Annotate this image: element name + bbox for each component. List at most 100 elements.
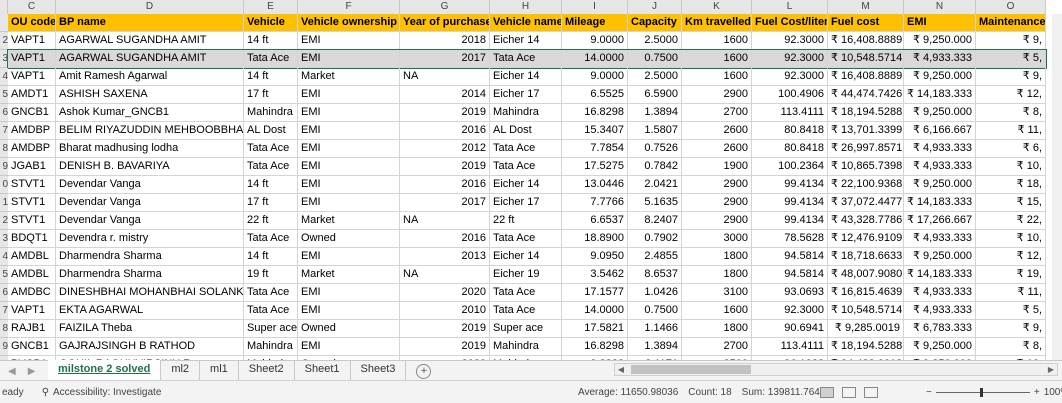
table-cell[interactable]: 6.6537 — [562, 212, 628, 230]
column-header-cell[interactable]: Maintenance — [976, 14, 1046, 32]
table-cell[interactable]: Market — [298, 212, 400, 230]
table-cell[interactable]: Market — [298, 266, 400, 284]
table-cell[interactable]: 100.4906 — [752, 86, 828, 104]
column-header-cell[interactable]: Mileage — [562, 14, 628, 32]
table-cell[interactable]: 99.4134 — [752, 176, 828, 194]
table-cell[interactable]: Eicher 14 — [490, 32, 562, 50]
table-cell[interactable]: 22 ft — [490, 212, 562, 230]
table-cell[interactable]: ₹ 16,408.8889 — [828, 68, 904, 86]
table-cell[interactable]: 13.0446 — [562, 176, 628, 194]
table-cell[interactable]: 17 ft — [244, 194, 298, 212]
table-cell[interactable]: ₹ 18,194.5288 — [828, 104, 904, 122]
table-cell[interactable]: ₹ 13,701.3399 — [828, 122, 904, 140]
table-cell[interactable]: EMI — [298, 302, 400, 320]
zoom-level[interactable]: 100% — [1043, 386, 1062, 398]
table-cell[interactable]: STVT1 — [8, 194, 56, 212]
table-cell[interactable]: 9.0950 — [562, 248, 628, 266]
table-cell[interactable]: EMI — [298, 122, 400, 140]
table-cell[interactable]: EMI — [298, 86, 400, 104]
table-cell[interactable]: ₹ 6,166.667 — [904, 122, 976, 140]
table-cell[interactable]: 1600 — [682, 32, 752, 50]
table-cell[interactable]: ₹ 22, — [976, 212, 1046, 230]
table-cell[interactable]: Mahindra — [244, 338, 298, 356]
row-number[interactable]: 8 — [0, 140, 8, 158]
table-cell[interactable]: Eicher 17 — [490, 86, 562, 104]
table-cell[interactable]: 7.7766 — [562, 194, 628, 212]
table-cell[interactable]: 2.4855 — [628, 248, 682, 266]
sheet-tab[interactable]: Sheet3 — [351, 360, 407, 380]
table-cell[interactable]: Owned — [298, 356, 400, 360]
table-cell[interactable]: Mahindra — [490, 356, 562, 360]
table-cell[interactable]: ₹ 9,250.000 — [904, 356, 976, 360]
table-cell[interactable]: ₹ 4,933.333 — [904, 50, 976, 68]
table-cell[interactable]: ₹ 19, — [976, 266, 1046, 284]
row-number[interactable]: 7 — [0, 302, 8, 320]
column-header-cell[interactable]: Km travelled — [682, 14, 752, 32]
table-cell[interactable]: DINESHBHAI MOHANBHAI SOLANKI — [56, 284, 244, 302]
vertical-scrollbar[interactable] — [1052, 14, 1062, 360]
column-letter[interactable]: H — [490, 0, 562, 14]
table-cell[interactable]: Mahindra — [490, 104, 562, 122]
table-cell[interactable]: 14 ft — [244, 68, 298, 86]
table-cell[interactable]: 16.8298 — [562, 104, 628, 122]
table-cell[interactable]: Eicher 14 — [490, 68, 562, 86]
table-cell[interactable]: EMI — [298, 284, 400, 302]
table-cell[interactable]: 96.1028 — [752, 356, 828, 360]
table-cell[interactable]: ₹ 12,476.9109 — [828, 230, 904, 248]
table-cell[interactable]: ₹ 26,997.8571 — [828, 140, 904, 158]
table-cell[interactable]: 1600 — [682, 302, 752, 320]
table-cell[interactable]: 15.3407 — [562, 122, 628, 140]
table-cell[interactable]: AL Dost — [244, 122, 298, 140]
table-cell[interactable]: 94.5814 — [752, 266, 828, 284]
table-cell[interactable]: 6.5525 — [562, 86, 628, 104]
table-cell[interactable]: ₹ 6, — [976, 140, 1046, 158]
page-layout-icon[interactable] — [842, 386, 856, 398]
table-cell[interactable]: 14 ft — [244, 176, 298, 194]
table-cell[interactable]: ₹ 14,183.333 — [904, 194, 976, 212]
table-cell[interactable]: NA — [400, 212, 490, 230]
tab-nav[interactable]: ◀ ▶ — [0, 366, 48, 377]
table-cell[interactable]: 16.8298 — [562, 338, 628, 356]
table-cell[interactable]: 1.0426 — [628, 284, 682, 302]
zoom-slider[interactable] — [935, 387, 1030, 397]
table-cell[interactable]: Tata Ace — [490, 302, 562, 320]
table-cell[interactable]: ₹ 4,933.333 — [904, 140, 976, 158]
table-cell[interactable]: 2020 — [400, 284, 490, 302]
table-cell[interactable]: BDQT1 — [8, 230, 56, 248]
column-header-cell[interactable]: Vehicle — [244, 14, 298, 32]
table-cell[interactable]: 93.0693 — [752, 284, 828, 302]
tab-next-icon[interactable]: ▶ — [27, 365, 36, 377]
row-number[interactable]: 3 — [0, 50, 8, 68]
table-cell[interactable]: 78.5628 — [752, 230, 828, 248]
table-cell[interactable]: Tata Ace — [490, 158, 562, 176]
table-cell[interactable]: Eicher 14 — [490, 248, 562, 266]
table-cell[interactable]: ₹ 12, — [976, 248, 1046, 266]
table-cell[interactable]: 2010 — [400, 302, 490, 320]
table-cell[interactable]: Tata Ace — [244, 50, 298, 68]
table-cell[interactable]: 6.5900 — [628, 86, 682, 104]
table-cell[interactable]: ₹ 43,328.7786 — [828, 212, 904, 230]
table-cell[interactable]: Bharat madhusing lodha — [56, 140, 244, 158]
table-cell[interactable]: 1800 — [682, 266, 752, 284]
table-cell[interactable]: 5.1635 — [628, 194, 682, 212]
table-cell[interactable]: ₹ 37,072.4477 — [828, 194, 904, 212]
row-number[interactable]: 5 — [0, 86, 8, 104]
table-cell[interactable]: EKTA AGARWAL — [56, 302, 244, 320]
table-cell[interactable]: Super ace — [490, 320, 562, 338]
table-cell[interactable]: 2019 — [400, 338, 490, 356]
table-cell[interactable]: 8.2407 — [628, 212, 682, 230]
table-cell[interactable]: STVT1 — [8, 212, 56, 230]
table-cell[interactable]: Tata Ace — [244, 284, 298, 302]
table-cell[interactable]: 14 ft — [244, 248, 298, 266]
table-cell[interactable]: EMI — [298, 140, 400, 158]
table-cell[interactable]: 0.7526 — [628, 140, 682, 158]
table-cell[interactable]: ₹ 9,250.000 — [904, 32, 976, 50]
table-cell[interactable]: ₹ 4,933.333 — [904, 302, 976, 320]
table-cell[interactable]: ₹ 18, — [976, 176, 1046, 194]
table-cell[interactable]: Tata Ace — [490, 230, 562, 248]
sheet-tab[interactable]: Sheet2 — [239, 360, 295, 380]
row-number[interactable]: 2 — [0, 32, 8, 50]
table-cell[interactable]: ₹ 14,183.333 — [904, 86, 976, 104]
